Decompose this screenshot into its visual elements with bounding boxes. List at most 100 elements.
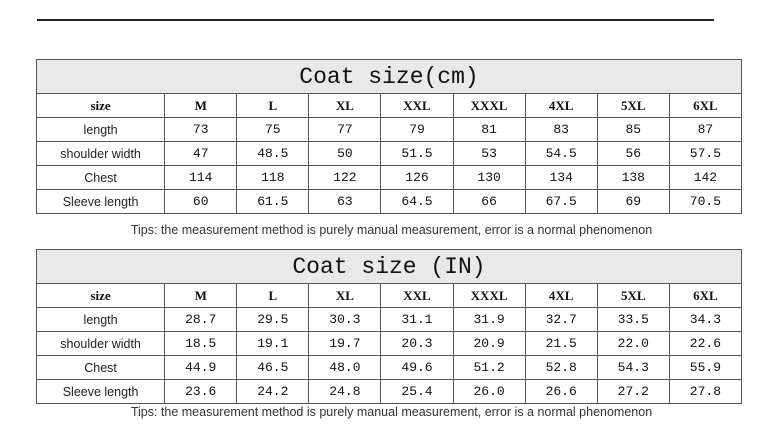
title-row: Coat size (IN): [36, 249, 742, 284]
table-title: Coat size(cm): [36, 59, 742, 94]
cell: 142: [668, 165, 743, 190]
cell: 126: [380, 165, 454, 190]
header-cell: XXXL: [452, 93, 526, 118]
row-label: Sleeve length: [35, 379, 166, 404]
cell: 55.9: [668, 355, 743, 380]
size-table: Coat size (IN) size M L XL XXL XXXL 4XL 5XL 6XL le…: [35, 249, 743, 404]
header-cell: M: [164, 93, 238, 118]
cell: 33.5: [596, 307, 670, 332]
cell: 30.3: [308, 307, 382, 332]
data-row: Sleeve length 23.6 24.2 24.8 25.4 26.0 26.6 27.…: [35, 379, 743, 404]
cell: 47: [164, 141, 238, 166]
data-row: length 73 75 77 79 81 83 85 87: [35, 117, 743, 142]
data-row: Chest 114 118 122 126 130 134 138 142: [35, 165, 743, 190]
row-label: length: [35, 307, 166, 332]
cell: 21.5: [524, 331, 598, 356]
row-label: length: [35, 117, 166, 142]
header-cell: 4XL: [524, 93, 598, 118]
cell: 69: [596, 189, 670, 214]
cell: 51.2: [452, 355, 526, 380]
cell: 79: [380, 117, 454, 142]
header-row: size M L XL XXL XXXL 4XL 5XL 6XL: [35, 283, 743, 308]
title-row: Coat size(cm): [36, 59, 742, 94]
header-cell: 4XL: [524, 283, 598, 308]
header-cell: XL: [308, 93, 382, 118]
cell: 87: [668, 117, 743, 142]
header-cell: 6XL: [668, 283, 743, 308]
cell: 134: [524, 165, 598, 190]
cell: 61.5: [236, 189, 310, 214]
data-row: length 28.7 29.5 30.3 31.1 31.9 32.7 33.5 34.3: [35, 307, 743, 332]
cell: 67.5: [524, 189, 598, 214]
cell: 49.6: [380, 355, 454, 380]
row-label: Chest: [35, 165, 166, 190]
cell: 53: [452, 141, 526, 166]
cell: 19.1: [236, 331, 310, 356]
cell: 64.5: [380, 189, 454, 214]
cell: 63: [308, 189, 382, 214]
cell: 57.5: [668, 141, 743, 166]
cell: 24.2: [236, 379, 310, 404]
cell: 70.5: [668, 189, 743, 214]
cell: 118: [236, 165, 310, 190]
cell: 34.3: [668, 307, 743, 332]
cell: 31.1: [380, 307, 454, 332]
cell: 60: [164, 189, 238, 214]
cell: 26.6: [524, 379, 598, 404]
data-row: Sleeve length 60 61.5 63 64.5 66 67.5 69 70.5: [35, 189, 743, 214]
cell: 54.3: [596, 355, 670, 380]
header-cell: XXL: [380, 283, 454, 308]
data-row: shoulder width 47 48.5 50 51.5 53 54.5 56 57.5: [35, 141, 743, 166]
row-label: Chest: [35, 355, 166, 380]
header-cell: size: [35, 93, 166, 118]
cell: 18.5: [164, 331, 238, 356]
cell: 48.5: [236, 141, 310, 166]
header-cell: M: [164, 283, 238, 308]
row-label: shoulder width: [35, 331, 166, 356]
header-cell: XXL: [380, 93, 454, 118]
cell: 56: [596, 141, 670, 166]
row-label: shoulder width: [35, 141, 166, 166]
data-row: Chest 44.9 46.5 48.0 49.6 51.2 52.8 54.3 55.9: [35, 355, 743, 380]
cell: 20.9: [452, 331, 526, 356]
cell: 26.0: [452, 379, 526, 404]
cell: 25.4: [380, 379, 454, 404]
cell: 122: [308, 165, 382, 190]
cell: 19.7: [308, 331, 382, 356]
header-cell: L: [236, 93, 310, 118]
header-cell: L: [236, 283, 310, 308]
tip: Tips: the measurement method is purely m…: [130, 223, 653, 237]
cell: 54.5: [524, 141, 598, 166]
cell: 48.0: [308, 355, 382, 380]
cell: 81: [452, 117, 526, 142]
cell: 46.5: [236, 355, 310, 380]
cell: 75: [236, 117, 310, 142]
cell: 29.5: [236, 307, 310, 332]
header-row: size M L XL XXL XXXL 4XL 5XL 6XL: [35, 93, 743, 118]
cell: 24.8: [308, 379, 382, 404]
header-cell: size: [35, 283, 166, 308]
cell: 27.2: [596, 379, 670, 404]
cell: 73: [164, 117, 238, 142]
divider: [37, 19, 714, 21]
row-label: Sleeve length: [35, 189, 166, 214]
cell: 138: [596, 165, 670, 190]
header-cell: 5XL: [596, 93, 670, 118]
cell: 27.8: [668, 379, 743, 404]
header-cell: 6XL: [668, 93, 743, 118]
header-cell: 5XL: [596, 283, 670, 308]
header-cell: XXXL: [452, 283, 526, 308]
size-table: Coat size(cm) size M L XL XXL XXXL 4XL 5XL 6XL len…: [35, 59, 743, 214]
cell: 44.9: [164, 355, 238, 380]
cell: 28.7: [164, 307, 238, 332]
cell: 114: [164, 165, 238, 190]
cell: 22.0: [596, 331, 670, 356]
cell: 31.9: [452, 307, 526, 332]
table-title: Coat size (IN): [36, 249, 742, 284]
cell: 22.6: [668, 331, 743, 356]
cell: 77: [308, 117, 382, 142]
cell: 20.3: [380, 331, 454, 356]
data-row: shoulder width 18.5 19.1 19.7 20.3 20.9 21.5 22…: [35, 331, 743, 356]
tip: Tips: the measurement method is purely m…: [130, 405, 653, 419]
